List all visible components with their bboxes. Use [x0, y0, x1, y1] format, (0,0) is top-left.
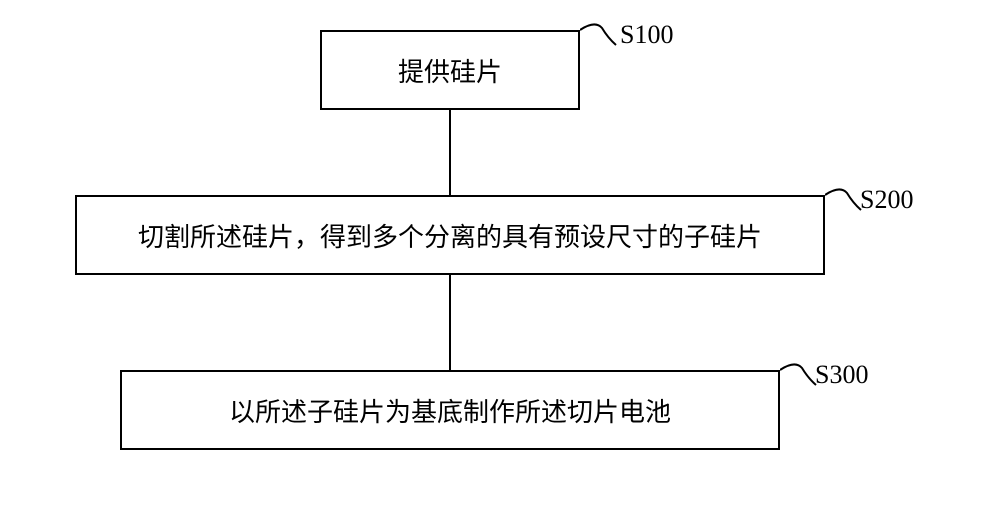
step-label-3: S300: [815, 360, 868, 390]
flowchart-node-1: 提供硅片: [320, 30, 580, 110]
callout-curve-2: [825, 185, 865, 215]
flowchart-node-2: 切割所述硅片，得到多个分离的具有预设尺寸的子硅片: [75, 195, 825, 275]
callout-curve-1: [580, 20, 620, 50]
callout-curve-3: [780, 360, 820, 390]
process-flowchart: 提供硅片 S100 切割所述硅片，得到多个分离的具有预设尺寸的子硅片 S200 …: [0, 0, 1000, 506]
connector-2-3: [449, 275, 451, 370]
flowchart-node-3: 以所述子硅片为基底制作所述切片电池: [120, 370, 780, 450]
step-label-1: S100: [620, 20, 673, 50]
connector-1-2: [449, 110, 451, 195]
node-3-text: 以所述子硅片为基底制作所述切片电池: [229, 392, 671, 429]
node-2-text: 切割所述硅片，得到多个分离的具有预设尺寸的子硅片: [138, 217, 762, 254]
step-label-2: S200: [860, 185, 913, 215]
node-1-text: 提供硅片: [398, 52, 502, 89]
